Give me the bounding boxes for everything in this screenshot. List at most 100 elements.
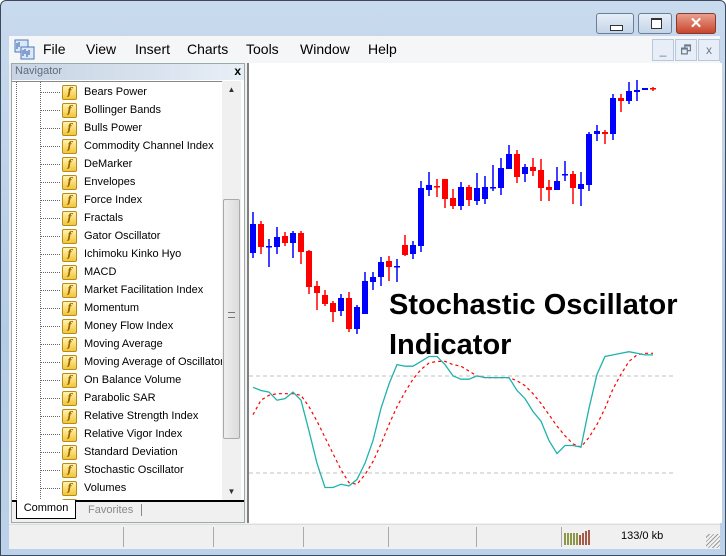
navigator-close-button[interactable]: x [234, 64, 241, 78]
navigator-item-label: Bollinger Bands [84, 104, 162, 116]
menu-help[interactable]: Help [368, 41, 397, 57]
navigator-item-label: Fractals [84, 212, 124, 224]
menu-charts[interactable]: Charts [187, 41, 229, 57]
indicator-function-icon: f [62, 103, 77, 118]
navigator-item-label: On Balance Volume [84, 374, 182, 386]
mdi-close-button[interactable]: x [698, 39, 720, 61]
candle-body [370, 277, 376, 282]
tree-line [40, 488, 60, 489]
navigator-item[interactable]: f Fractals [12, 210, 222, 228]
navigator-item-label: Parabolic SAR [84, 392, 156, 404]
navigator-item[interactable]: f [12, 498, 222, 500]
indicator-function-icon: f [62, 463, 77, 478]
navigator-item-label: Money Flow Index [84, 320, 174, 332]
navigator-item[interactable]: f Money Flow Index [12, 318, 222, 336]
indicator-tree: f Bears Power f Bollinger Bands f Bulls Power… [12, 81, 222, 500]
navigator-item[interactable]: f Parabolic SAR [12, 390, 222, 408]
navigator-item[interactable]: f Momentum [12, 300, 222, 318]
indicator-function-icon: f [62, 319, 77, 334]
caption-line-1: Stochastic Oscillator [389, 289, 678, 321]
tree-line [40, 290, 60, 291]
navigator-item[interactable]: f Standard Deviation [12, 444, 222, 462]
chart-caption: Stochastic Oscillator Indicator [389, 285, 678, 365]
indicator-function-icon: f [62, 157, 77, 172]
indicator-function-icon: f [62, 373, 77, 388]
client-area: File View Insert Charts Tools Window Hel… [9, 36, 722, 549]
candle-body [458, 187, 464, 206]
candle-body [434, 186, 440, 188]
candle-body [450, 198, 456, 206]
navigator-item[interactable]: f Relative Vigor Index [12, 426, 222, 444]
indicator-function-icon: f [62, 301, 77, 316]
indicator-function-icon: f [62, 121, 77, 136]
grip-icon [228, 312, 235, 318]
app-logo-icon[interactable] [14, 39, 36, 61]
menu-insert[interactable]: Insert [135, 41, 171, 57]
candle-body [634, 90, 640, 92]
tree-line [40, 236, 60, 237]
candle-body [322, 295, 328, 304]
tab-common[interactable]: Common [16, 500, 76, 519]
scroll-down-arrow-icon[interactable]: ▼ [227, 487, 236, 496]
navigator-tabs: Common Favorites [12, 500, 244, 522]
navigator-item[interactable]: f DeMarker [12, 156, 222, 174]
navigator-title: Navigator [15, 65, 63, 77]
price-chart[interactable] [249, 63, 724, 523]
navigator-scrollbar[interactable]: ▲ ▼ [222, 81, 241, 500]
tree-line [40, 326, 60, 327]
mdi-minimize-button[interactable]: _ [652, 39, 674, 61]
navigator-item[interactable]: f Stochastic Oscillator [12, 462, 222, 480]
indicator-function-icon: f [62, 427, 77, 442]
menu-tools[interactable]: Tools [246, 41, 279, 57]
scroll-thumb[interactable] [223, 199, 240, 439]
connection-bars-icon [564, 530, 590, 545]
status-divider [213, 527, 214, 547]
indicator-function-icon: f [62, 85, 77, 100]
chart-window[interactable]: Stochastic Oscillator Indicator [247, 63, 722, 523]
candle-body [578, 184, 584, 189]
indicator-function-icon: f [62, 139, 77, 154]
scroll-up-arrow-icon[interactable]: ▲ [227, 85, 236, 94]
tab-favorites[interactable]: Favorites [88, 504, 143, 516]
tree-line [40, 380, 60, 381]
navigator-item[interactable]: f Bulls Power [12, 120, 222, 138]
navigator-item[interactable]: f Force Index [12, 192, 222, 210]
minimize-button[interactable] [596, 13, 634, 34]
navigator-item[interactable]: f Bears Power [12, 84, 222, 102]
candle-body [554, 181, 560, 190]
indicator-function-icon: f [62, 265, 77, 280]
navigator-item[interactable]: f MACD [12, 264, 222, 282]
candle-body [274, 237, 280, 247]
status-divider [388, 527, 389, 547]
indicator-function-icon: f [62, 481, 77, 496]
close-button[interactable]: ✕ [676, 13, 716, 34]
navigator-item[interactable]: f Bollinger Bands [12, 102, 222, 120]
mdi-restore-button[interactable]: 🗗 [675, 39, 697, 61]
menu-view[interactable]: View [86, 41, 117, 57]
tree-line [16, 82, 17, 500]
tree-line [40, 82, 41, 500]
navigator-item[interactable]: f Moving Average [12, 336, 222, 354]
candle-body [570, 174, 576, 188]
navigator-item-label: Envelopes [84, 176, 136, 188]
menu-file[interactable]: File [43, 41, 66, 57]
indicator-function-icon: f [62, 391, 77, 406]
navigator-item[interactable]: f Commodity Channel Index [12, 138, 222, 156]
navigator-item[interactable]: f Ichimoku Kinko Hyo [12, 246, 222, 264]
navigator-item[interactable]: f Relative Strength Index [12, 408, 222, 426]
candle-body [330, 303, 336, 312]
maximize-button[interactable] [638, 13, 672, 34]
candle-body [426, 185, 432, 190]
navigator-item[interactable]: f On Balance Volume [12, 372, 222, 390]
navigator-item[interactable]: f Envelopes [12, 174, 222, 192]
menu-window[interactable]: Window [300, 41, 350, 57]
tree-line [40, 362, 60, 363]
resize-grip-icon[interactable] [706, 534, 720, 548]
navigator-item[interactable]: f Volumes [12, 480, 222, 498]
navigator-item[interactable]: f Moving Average of Oscillator [12, 354, 222, 372]
candle-body [546, 187, 552, 190]
navigator-item[interactable]: f Market Facilitation Index [12, 282, 222, 300]
navigator-item[interactable]: f Gator Oscillator [12, 228, 222, 246]
tree-line [40, 254, 60, 255]
candle-body [258, 224, 264, 247]
